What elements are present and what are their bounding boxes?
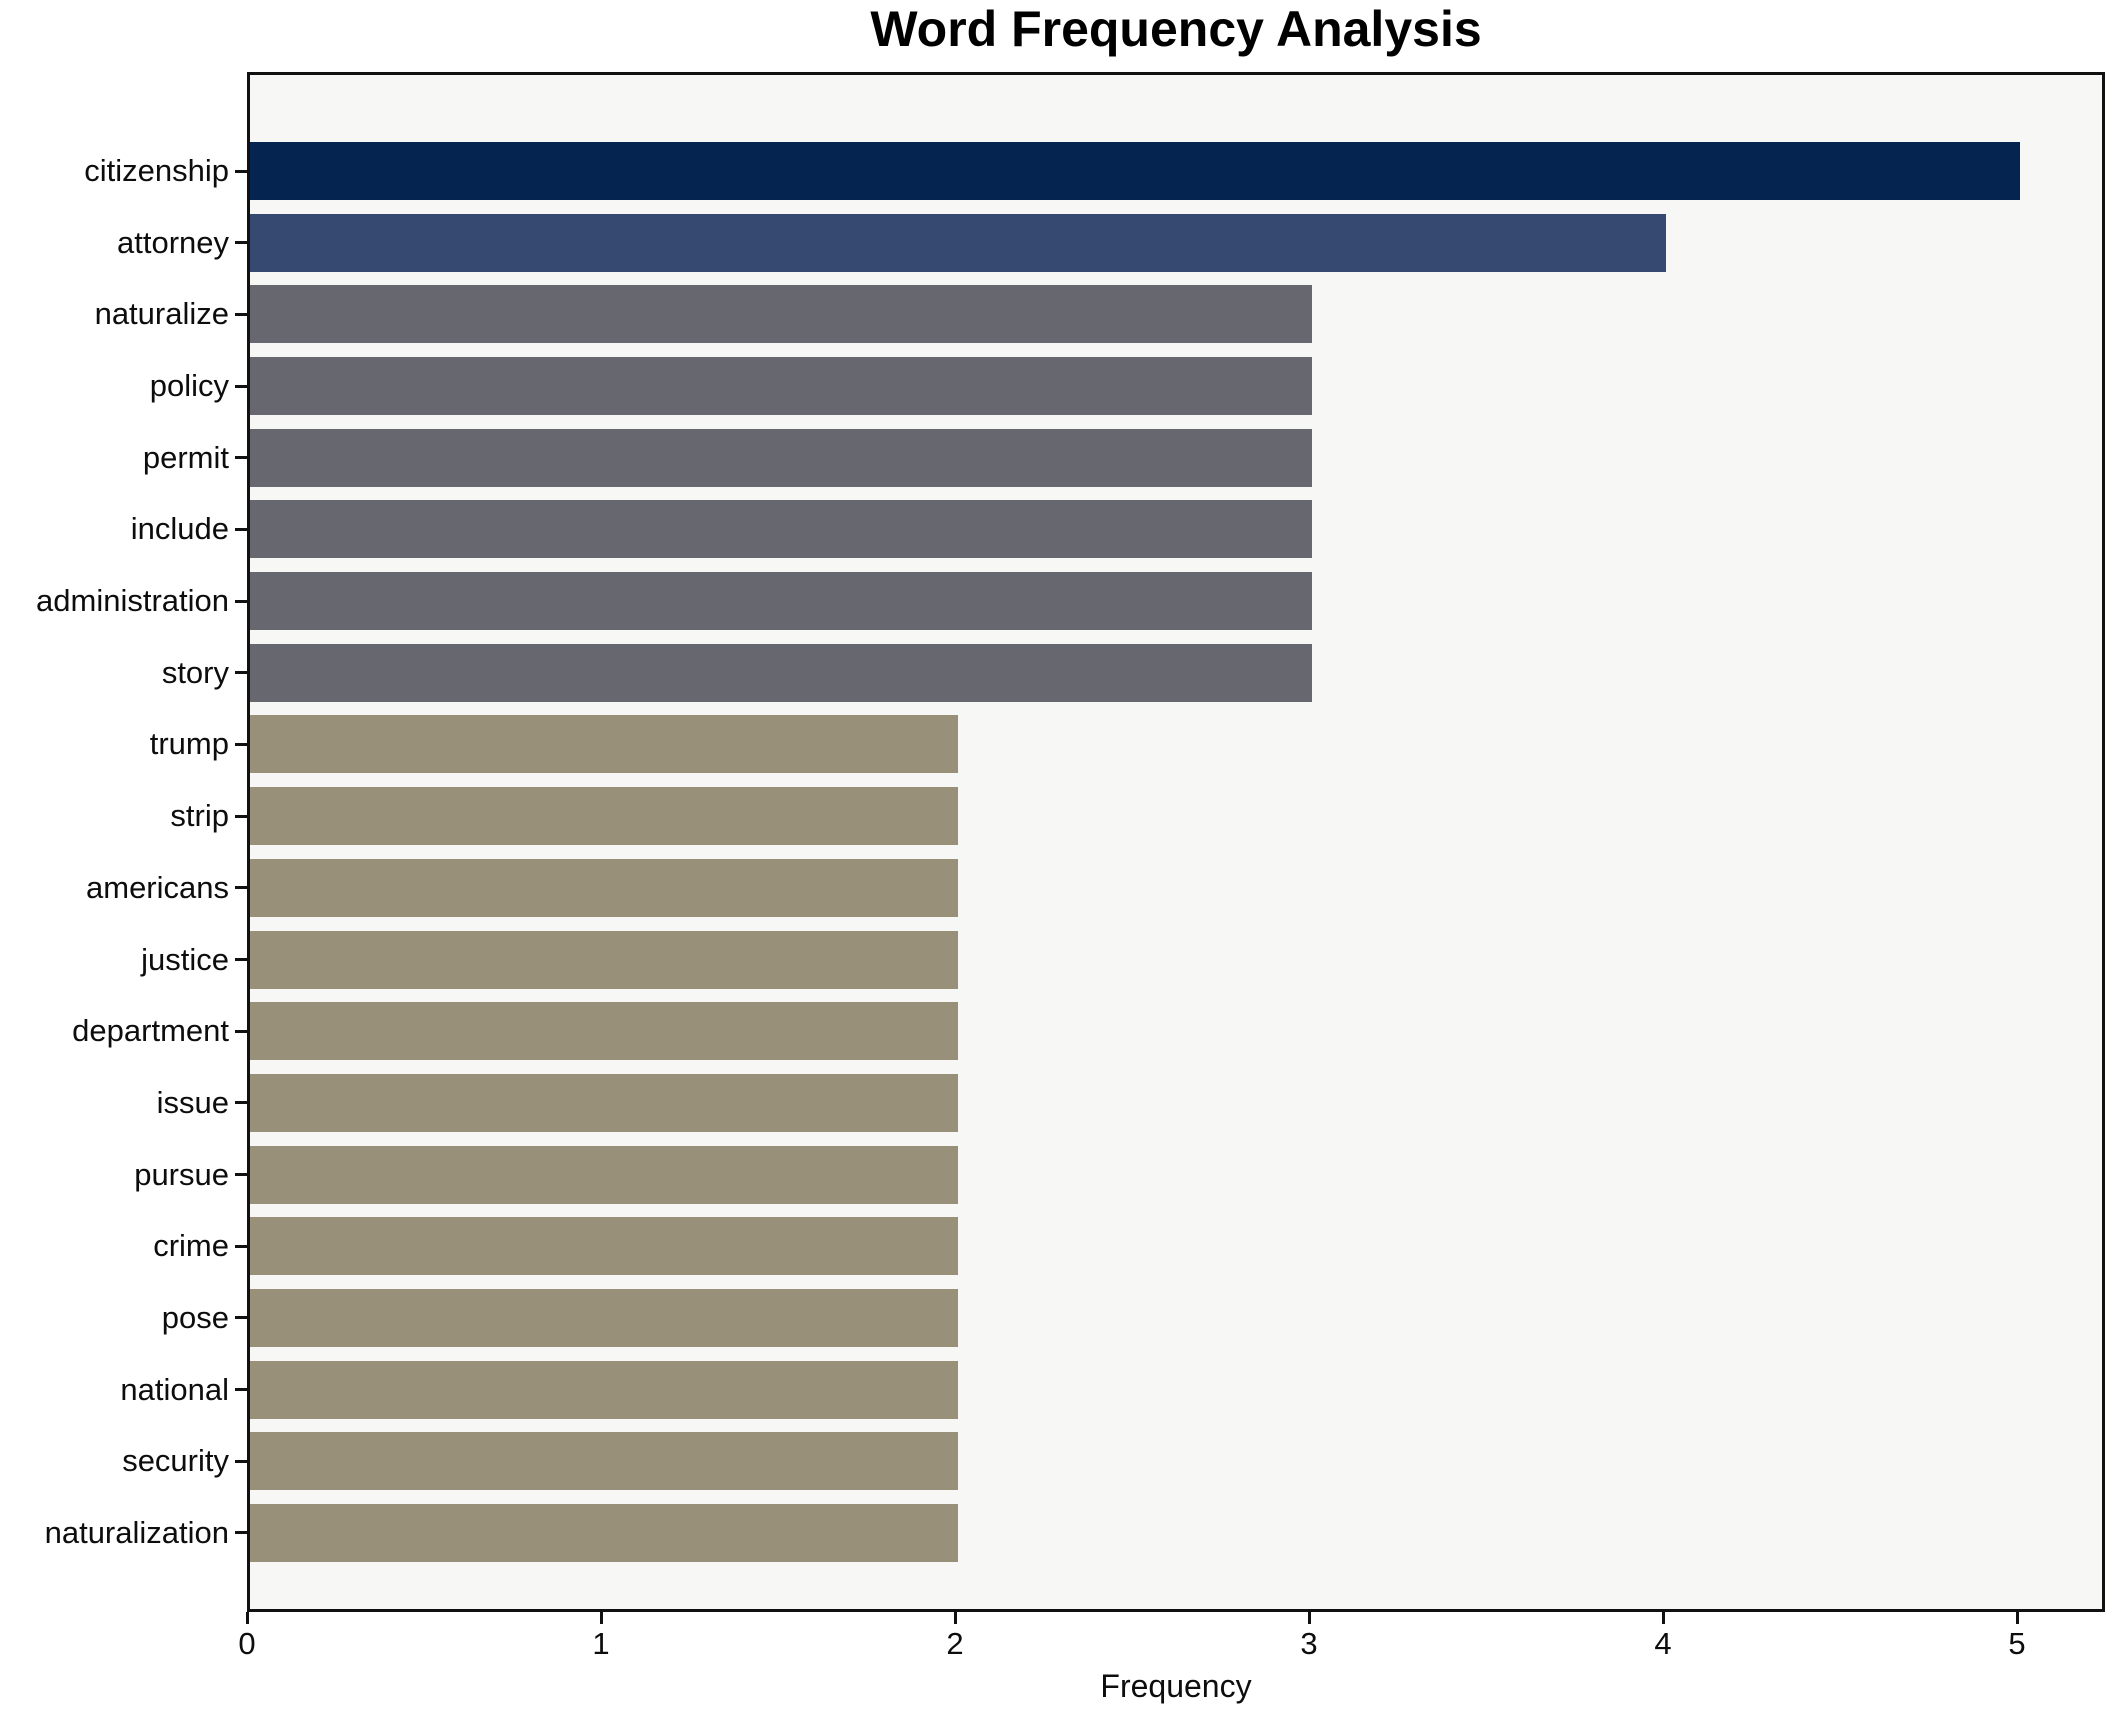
y-tick-mark: [235, 456, 247, 460]
y-tick-label-security: security: [122, 1443, 229, 1479]
y-tick-mark: [235, 1029, 247, 1033]
bar-strip: [250, 787, 958, 846]
x-tick-label-4: 4: [1654, 1626, 1672, 1661]
y-tick-label-strip: strip: [170, 798, 229, 834]
bar-crime: [250, 1217, 958, 1276]
y-tick-label-pose: pose: [161, 1299, 229, 1335]
y-tick-label-issue: issue: [156, 1084, 229, 1120]
bar-national: [250, 1360, 958, 1419]
y-tick-mark: [235, 1459, 247, 1463]
y-tick-mark: [235, 1388, 247, 1392]
y-tick-label-department: department: [72, 1013, 229, 1049]
y-tick-label-include: include: [130, 511, 229, 547]
y-tick-label-permit: permit: [142, 439, 229, 475]
y-tick-label-attorney: attorney: [116, 224, 229, 260]
bar-attorney: [250, 213, 1666, 272]
bar-permit: [250, 428, 1312, 487]
bar-justice: [250, 930, 958, 989]
bar-trump: [250, 715, 958, 774]
y-tick-label-citizenship: citizenship: [84, 153, 229, 188]
x-tick-mark: [1661, 1612, 1665, 1624]
y-tick-mark: [235, 671, 247, 675]
y-tick-mark: [235, 814, 247, 818]
y-tick-label-naturalization: naturalization: [44, 1514, 229, 1550]
y-tick-label-story: story: [161, 654, 229, 690]
y-tick-mark: [235, 599, 247, 603]
bar-naturalization: [250, 1503, 958, 1562]
x-tick-label-2: 2: [946, 1626, 964, 1661]
bar-security: [250, 1432, 958, 1491]
x-tick-mark: [1307, 1612, 1311, 1624]
bar-americans: [250, 858, 958, 917]
bar-pose: [250, 1288, 958, 1347]
x-tick-label-3: 3: [1300, 1626, 1318, 1661]
bar-naturalize: [250, 285, 1312, 344]
bar-pursue: [250, 1145, 958, 1204]
y-tick-label-national: national: [120, 1371, 229, 1407]
y-tick-label-justice: justice: [141, 941, 229, 977]
x-tick-mark: [953, 1612, 957, 1624]
y-tick-label-pursue: pursue: [134, 1156, 229, 1192]
y-tick-mark: [235, 1244, 247, 1248]
bar-department: [250, 1002, 958, 1061]
y-tick-mark: [235, 1316, 247, 1320]
y-tick-mark: [235, 169, 247, 173]
x-tick-mark: [2015, 1612, 2019, 1624]
y-tick-mark: [235, 958, 247, 962]
y-tick-label-naturalize: naturalize: [94, 296, 229, 332]
x-tick-mark: [245, 1612, 249, 1624]
bar-citizenship: [250, 142, 2020, 200]
x-tick-mark: [599, 1612, 603, 1624]
y-tick-label-administration: administration: [36, 583, 229, 619]
x-tick-label-0: 0: [238, 1626, 256, 1661]
bar-issue: [250, 1073, 958, 1132]
y-tick-mark: [235, 1173, 247, 1177]
bar-administration: [250, 572, 1312, 631]
bar-story: [250, 643, 1312, 702]
y-tick-mark: [235, 1101, 247, 1105]
plot-area: [247, 72, 2105, 1612]
x-tick-label-1: 1: [592, 1626, 610, 1661]
bar-policy: [250, 357, 1312, 416]
y-tick-mark: [235, 1531, 247, 1535]
y-tick-mark: [235, 527, 247, 531]
x-tick-label-5: 5: [2008, 1626, 2026, 1661]
chart-title: Word Frequency Analysis: [870, 1, 1482, 57]
y-tick-label-americans: americans: [86, 869, 229, 905]
y-tick-label-trump: trump: [149, 726, 229, 762]
y-tick-mark: [235, 384, 247, 388]
y-tick-mark: [235, 241, 247, 245]
y-tick-mark: [235, 312, 247, 316]
y-tick-label-policy: policy: [149, 368, 229, 404]
y-tick-label-crime: crime: [153, 1228, 229, 1264]
y-tick-mark: [235, 886, 247, 890]
y-tick-mark: [235, 742, 247, 746]
x-axis-title: Frequency: [1100, 1668, 1252, 1704]
bar-include: [250, 500, 1312, 559]
